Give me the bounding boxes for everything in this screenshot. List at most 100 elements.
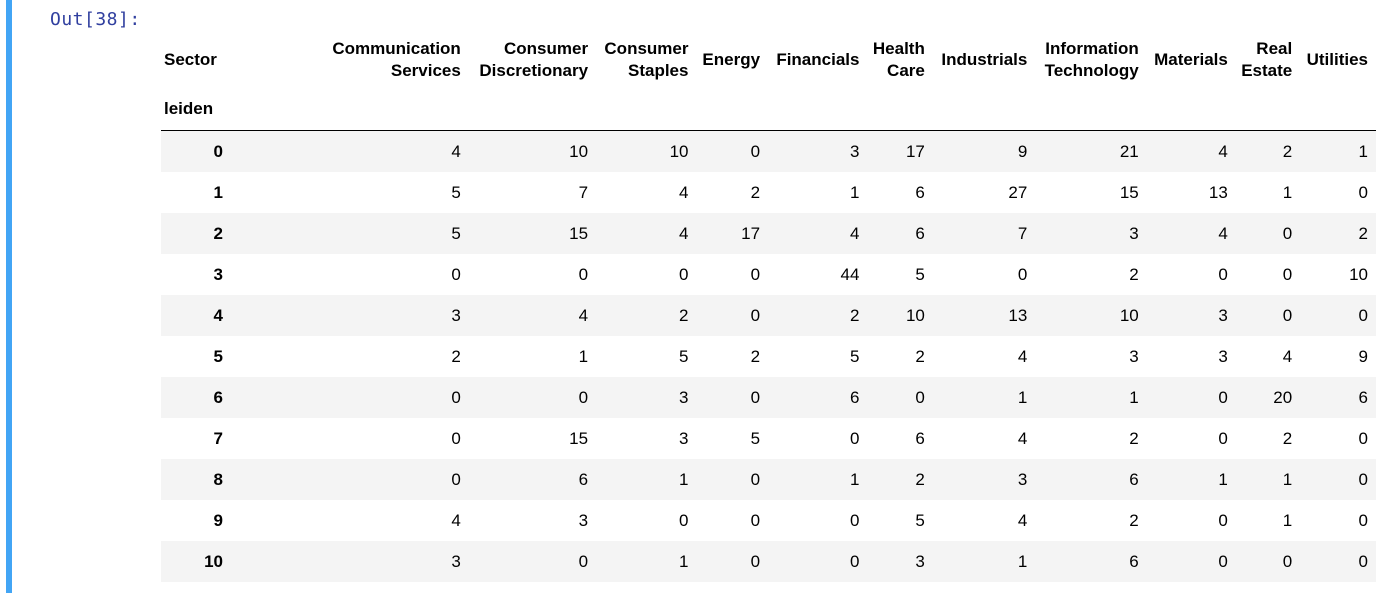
table-cell: 2 <box>1282 428 1293 448</box>
table-cell: 2 <box>1282 141 1293 161</box>
column-header-text: Care <box>887 61 925 80</box>
row-index: 1 <box>213 182 223 202</box>
table-cell: 0 <box>849 551 860 571</box>
table-cell: 0 <box>750 387 761 407</box>
table-cell: 5 <box>451 223 461 243</box>
table-cell: 10 <box>905 305 925 325</box>
column-header-text: Staples <box>628 61 689 80</box>
table-cell: 6 <box>915 428 925 448</box>
table-cell: 6 <box>915 182 925 202</box>
table-cell: 1 <box>1218 469 1228 489</box>
table-cell: 1 <box>1129 387 1139 407</box>
table-cell: 0 <box>578 551 589 571</box>
column-header: Consumer Discretionary <box>469 32 596 88</box>
table-cell: 4 <box>451 510 461 530</box>
index-row-empty-cell <box>1035 88 1147 131</box>
column-header: Industrials <box>933 32 1035 88</box>
table-cell: 2 <box>1129 510 1139 530</box>
table-cell: 10 <box>1119 305 1139 325</box>
table-cell: 0 <box>750 305 761 325</box>
index-row-empty-cell <box>867 88 933 131</box>
row-index: 7 <box>213 428 223 448</box>
row-index: 5 <box>213 346 223 366</box>
table-cell: 0 <box>1358 510 1368 530</box>
table-cell: 1 <box>1358 141 1368 161</box>
index-row-empty-cell <box>1235 88 1301 131</box>
table-cell: 0 <box>1282 264 1293 284</box>
table-cell: 4 <box>1218 141 1228 161</box>
table-cell: 3 <box>451 305 461 325</box>
index-name-header: leiden <box>161 88 320 131</box>
table-cell: 6 <box>915 223 925 243</box>
table-cell: 5 <box>915 264 925 284</box>
column-header: Utilities <box>1300 32 1376 88</box>
table-cell: 9 <box>1358 346 1368 366</box>
index-row-empty-cell <box>596 88 697 131</box>
table-cell: 44 <box>840 264 860 284</box>
table-cell: 7 <box>1017 223 1028 243</box>
table-cell: 0 <box>1218 551 1228 571</box>
index-row-empty-cell <box>932 88 1036 131</box>
table-cell: 3 <box>1218 346 1228 366</box>
table-cell: 5 <box>915 510 925 530</box>
column-header: Real Estate <box>1236 32 1300 88</box>
row-index: 10 <box>204 551 223 571</box>
table-cell: 3 <box>679 387 689 407</box>
table-cell: 3 <box>1129 223 1139 243</box>
column-header-text: Energy <box>702 50 761 69</box>
table-cell: 9 <box>1017 141 1028 161</box>
index-row-empty-cell <box>768 88 868 131</box>
table-cell: 0 <box>1358 551 1368 571</box>
table-cell: 21 <box>1119 141 1139 161</box>
table-cell: 4 <box>578 305 589 325</box>
table-cell: 0 <box>451 469 461 489</box>
table-cell: 4 <box>1282 346 1293 366</box>
table-cell: 0 <box>1282 551 1293 571</box>
index-row-empty-cell <box>468 88 597 131</box>
row-index: 2 <box>213 223 223 243</box>
table-cell: 13 <box>1208 182 1228 202</box>
table-cell: 4 <box>679 223 689 243</box>
table-cell: 0 <box>750 141 761 161</box>
table-cell: 0 <box>1218 264 1228 284</box>
table-cell: 0 <box>1282 223 1293 243</box>
table-cell: 0 <box>578 264 589 284</box>
cell-selection-bar[interactable] <box>6 0 12 593</box>
column-header: Energy <box>696 32 768 88</box>
table-cell: 3 <box>849 141 860 161</box>
table-cell: 3 <box>1218 305 1228 325</box>
row-index: 8 <box>213 469 223 489</box>
table-cell: 2 <box>915 469 925 489</box>
table-cell: 2 <box>1129 428 1139 448</box>
table-cell: 1 <box>1282 182 1293 202</box>
table-cell: 0 <box>1218 387 1228 407</box>
table-row: 1 5 7 4 2 1 6 27 15 13 1 0 <box>161 172 1376 213</box>
table-cell: 6 <box>1129 551 1139 571</box>
column-header-text: Discretionary <box>479 61 589 80</box>
table-cell: 4 <box>1017 510 1028 530</box>
index-row-empty-cell <box>1146 88 1236 131</box>
column-header-text: Technology <box>1044 61 1139 80</box>
table-cell: 3 <box>1017 469 1028 489</box>
row-index: 9 <box>213 510 223 530</box>
table-cell: 0 <box>750 264 761 284</box>
table-row: 4 3 4 2 0 2 10 13 10 3 0 0 <box>161 295 1376 336</box>
column-header: Communication Services <box>320 32 469 88</box>
table-cell: 2 <box>750 182 761 202</box>
table-cell: 27 <box>1008 182 1028 202</box>
column-header-text: Utilities <box>1306 50 1368 69</box>
table-cell: 2 <box>679 305 689 325</box>
table-cell: 0 <box>1358 469 1368 489</box>
table-cell: 13 <box>1008 305 1028 325</box>
table-cell: 1 <box>679 469 689 489</box>
table-cell: 10 <box>1349 264 1368 284</box>
column-header-text: Communication <box>332 39 461 58</box>
table-cell: 17 <box>741 223 761 243</box>
row-index: 3 <box>213 264 223 284</box>
table-cell: 3 <box>1129 346 1139 366</box>
table-cell: 0 <box>1282 305 1293 325</box>
table-cell: 0 <box>1358 428 1368 448</box>
table-row: 7 0 15 3 5 0 6 4 2 0 2 0 <box>161 418 1376 459</box>
index-name-row: leiden <box>161 88 1376 131</box>
table-cell: 1 <box>578 346 589 366</box>
